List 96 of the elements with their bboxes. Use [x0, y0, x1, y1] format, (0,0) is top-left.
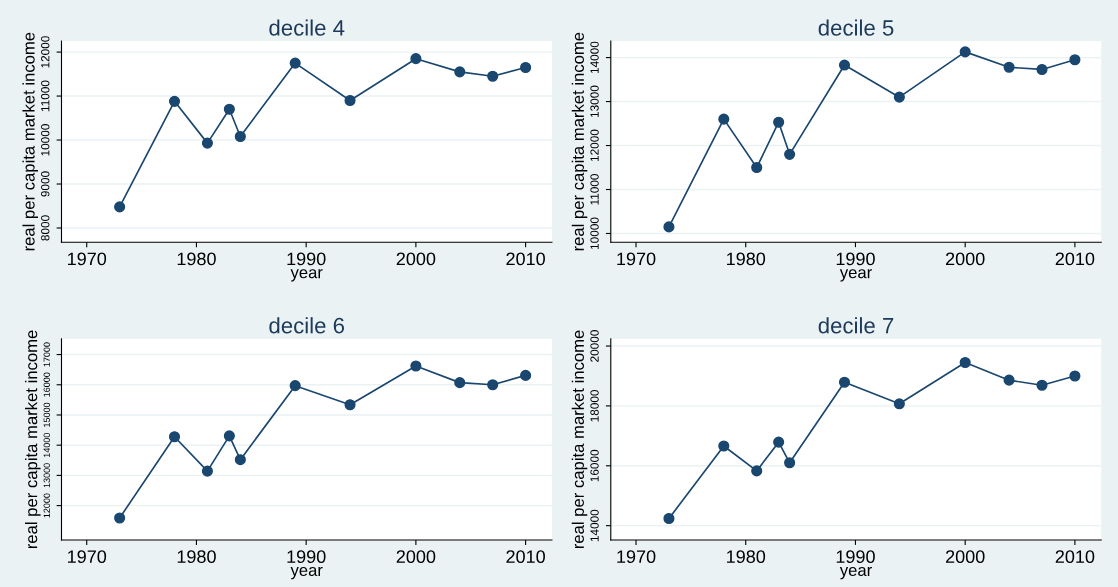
y-tick-label: 14000: [43, 432, 50, 458]
point: [454, 66, 466, 78]
y-tick-label: 8000: [41, 215, 50, 241]
point: [1036, 63, 1048, 76]
y-axis-title: real per capita market income: [571, 32, 588, 251]
point: [201, 137, 213, 149]
x-tick-label: 2010: [1055, 550, 1095, 564]
y-tick-label: 14000: [590, 41, 599, 74]
point: [784, 148, 796, 160]
point: [234, 454, 246, 466]
point: [663, 221, 675, 233]
point: [289, 57, 301, 69]
x-tick-label: 1980: [727, 252, 766, 266]
point: [1003, 61, 1015, 73]
y-tick-label: 13000: [43, 463, 50, 488]
y-tick-label: 9000: [41, 171, 50, 197]
x-tick-label: 2000: [396, 550, 436, 564]
point: [410, 360, 422, 372]
x-tick-label: 1980: [177, 252, 216, 266]
point: [1069, 54, 1081, 66]
x-tick-label: 1980: [177, 550, 216, 564]
x-tick-label: 1970: [68, 252, 107, 266]
point: [410, 53, 422, 65]
point: [1036, 379, 1048, 391]
point: [114, 201, 126, 213]
y-tick-label: 10000: [41, 124, 50, 156]
point: [1069, 370, 1081, 382]
y-tick-label: 16000: [43, 372, 50, 397]
y-tick-label: 18000: [590, 389, 599, 422]
x-tick-label: 2000: [946, 252, 985, 266]
y-tick-label: 17000: [43, 342, 50, 367]
point: [718, 113, 730, 125]
y-tick-label: 14000: [590, 509, 599, 542]
x-axis-title: year: [839, 269, 872, 282]
point: [751, 161, 763, 174]
x-tick-label: 1970: [68, 550, 107, 564]
point: [893, 398, 905, 410]
point: [114, 512, 126, 524]
y-tick-label: 12000: [43, 493, 50, 518]
point: [487, 379, 499, 391]
point: [959, 46, 971, 58]
x-tick-label: 2010: [506, 550, 545, 564]
y-tick-label: 12000: [590, 129, 599, 162]
point: [289, 380, 301, 392]
x-axis-title: year: [290, 269, 323, 282]
x-tick-label: 2010: [1055, 252, 1095, 266]
x-tick-label: 2000: [396, 252, 436, 266]
y-tick-label: 11000: [41, 80, 50, 112]
x-tick-label: 1990: [836, 252, 875, 266]
x-tick-label: 2000: [946, 550, 985, 564]
x-tick-label: 1970: [617, 550, 656, 564]
y-axis-title: real per capita market income: [22, 32, 38, 251]
chart-title: decile 4: [269, 19, 345, 36]
x-tick-label: 2010: [506, 252, 545, 266]
point: [1003, 374, 1015, 386]
point: [168, 431, 181, 443]
point: [234, 130, 246, 143]
point: [959, 356, 971, 369]
point: [893, 91, 905, 103]
y-tick-label: 10000: [590, 217, 599, 249]
point: [201, 465, 213, 477]
point: [344, 399, 356, 411]
point: [344, 94, 356, 107]
x-tick-label: 1990: [836, 550, 875, 564]
y-tick-label: 20000: [590, 330, 599, 362]
point: [168, 95, 181, 107]
chart-title: decile 5: [818, 19, 894, 36]
point: [520, 61, 532, 74]
x-axis-title: year: [290, 566, 323, 580]
y-tick-label: 16000: [590, 449, 599, 482]
point: [838, 59, 851, 71]
point: [838, 376, 851, 388]
y-tick-label: 13000: [590, 85, 599, 118]
x-axis-title: year: [839, 566, 872, 580]
x-tick-label: 1980: [727, 550, 766, 564]
point: [223, 103, 235, 115]
chart-title: decile 7: [818, 317, 894, 334]
x-tick-label: 1990: [287, 550, 326, 564]
x-tick-label: 1970: [617, 252, 656, 266]
point: [773, 436, 785, 448]
point: [663, 512, 675, 525]
point: [223, 430, 235, 442]
point: [454, 377, 466, 389]
y-tick-label: 15000: [43, 402, 50, 427]
x-tick-label: 1990: [287, 252, 326, 266]
point: [718, 440, 730, 452]
y-tick-label: 12000: [41, 36, 50, 68]
y-axis-title: real per capita market income: [571, 330, 588, 549]
y-tick-label: 11000: [590, 173, 599, 205]
point: [773, 116, 785, 128]
y-axis-title: real per capita market income: [25, 330, 41, 549]
point: [784, 457, 796, 469]
chart-title: decile 6: [269, 317, 345, 334]
point: [520, 369, 532, 381]
point: [751, 465, 763, 477]
point: [487, 70, 499, 82]
